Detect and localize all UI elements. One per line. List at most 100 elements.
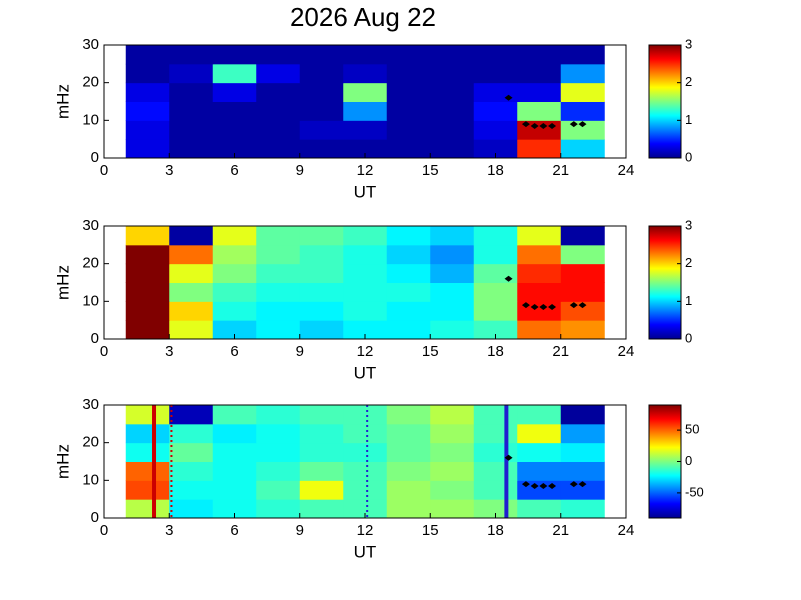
heat-cell	[430, 423, 475, 444]
heat-cell	[125, 120, 170, 140]
heat-cell	[125, 301, 170, 321]
heat-cell	[517, 82, 562, 102]
heat-cell	[386, 139, 431, 159]
marker	[530, 122, 539, 129]
x-tick-label: 3	[165, 343, 173, 360]
marker	[578, 302, 587, 309]
heat-cell	[386, 499, 431, 519]
heat-cell	[299, 423, 344, 444]
heat-cell	[212, 282, 257, 302]
marker	[569, 481, 578, 488]
marker	[578, 481, 587, 488]
x-tick-label: 12	[357, 162, 374, 179]
x-tick-label: 21	[552, 343, 569, 360]
heat-cell	[560, 63, 605, 84]
heat-cell	[473, 82, 518, 102]
heat-cell	[560, 101, 605, 121]
heat-cell	[386, 263, 431, 283]
x-tick-label: 24	[618, 522, 635, 539]
colorbar	[648, 404, 682, 519]
heat-cell	[256, 226, 301, 246]
heat-cell	[386, 461, 431, 481]
heat-cell	[473, 101, 518, 121]
marker	[504, 275, 513, 282]
y-tick-label: 10	[82, 111, 99, 128]
heat-cell	[125, 244, 170, 265]
heat-cell	[212, 423, 257, 444]
y-tick-label: 10	[82, 292, 99, 309]
heat-cell	[430, 244, 475, 265]
colorbar-tick-label: 0	[685, 453, 692, 468]
heat-cell	[343, 63, 388, 84]
heat-cell	[386, 63, 431, 84]
heat-cell	[212, 120, 257, 140]
heat-cell	[517, 423, 562, 444]
heat-cell	[343, 480, 388, 500]
y-tick-label: 10	[82, 471, 99, 488]
heat-cell	[169, 139, 214, 159]
heat-cell	[212, 45, 257, 65]
x-tick-label: 6	[230, 162, 238, 179]
figure-title: 2026 Aug 22	[290, 2, 436, 32]
heat-cell	[169, 461, 214, 481]
heat-cell	[125, 82, 170, 102]
heat-cell	[386, 442, 431, 462]
x-tick-label: 18	[487, 522, 504, 539]
marker	[530, 482, 539, 489]
heat-cell	[256, 282, 301, 302]
heat-cell	[517, 101, 562, 121]
heat-cell	[256, 101, 301, 121]
heat-cell	[473, 63, 518, 84]
marker	[521, 121, 530, 128]
heat-cell	[517, 442, 562, 462]
heat-cell	[125, 101, 170, 121]
heat-cell	[430, 45, 475, 65]
heat-cell	[343, 139, 388, 159]
heat-cell	[299, 244, 344, 265]
marker	[539, 482, 548, 489]
heat-cell	[473, 301, 518, 321]
heat-cell	[517, 139, 562, 159]
heat-cell	[386, 244, 431, 265]
heat-cell	[169, 480, 214, 500]
heat-cell	[430, 499, 475, 519]
heat-cell	[169, 244, 214, 265]
heat-cell	[299, 442, 344, 462]
x-tick-label: 15	[422, 162, 439, 179]
marker	[504, 454, 513, 461]
heat-cell	[430, 82, 475, 102]
y-tick-label: 0	[91, 149, 99, 166]
heat-cell	[386, 320, 431, 340]
heat-cell	[517, 499, 562, 519]
heat-cell	[125, 63, 170, 84]
heat-cell	[299, 320, 344, 340]
x-tick-label: 24	[618, 343, 635, 360]
heat-cell	[299, 139, 344, 159]
x-tick-label: 15	[422, 343, 439, 360]
heat-cell	[212, 82, 257, 102]
heat-cell	[125, 45, 170, 65]
heat-cell	[343, 263, 388, 283]
heat-cell	[473, 120, 518, 140]
heat-cell	[212, 263, 257, 283]
heat-cell	[560, 320, 605, 340]
x-tick-label: 6	[230, 522, 238, 539]
heat-cell	[517, 320, 562, 340]
colorbar-tick-label: 0	[685, 330, 692, 345]
heat-cell	[125, 442, 170, 462]
marker	[521, 302, 530, 309]
heat-cell	[517, 45, 562, 65]
heat-cell	[560, 282, 605, 302]
colorbar-tick-label: 0	[685, 149, 692, 164]
heat-cell	[125, 499, 170, 519]
marker	[530, 303, 539, 310]
heat-cell	[125, 461, 170, 481]
heat-cell	[430, 461, 475, 481]
heat-cell	[343, 244, 388, 265]
heat-cell	[473, 405, 518, 425]
y-axis-label: mHz	[53, 265, 72, 300]
colorbar-tick-label: 2	[685, 74, 692, 89]
x-axis-label: UT	[354, 363, 377, 382]
x-tick-label: 9	[296, 343, 304, 360]
